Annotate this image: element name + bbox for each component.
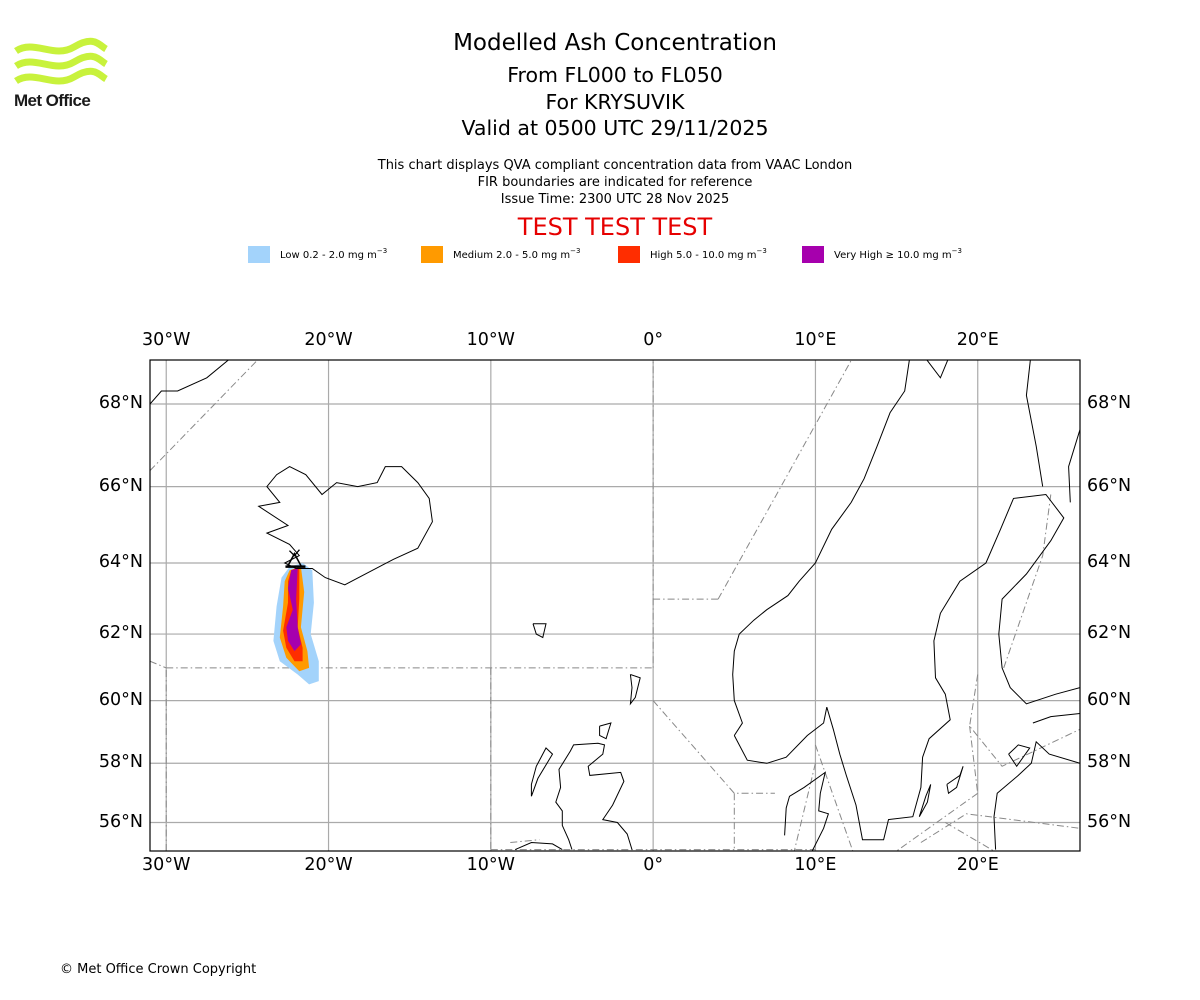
ash-contour-very-high [286, 568, 301, 652]
coastline [1008, 744, 1031, 768]
fir-boundaries [150, 360, 1080, 851]
lat-tick-label-right: 68°N [1087, 393, 1132, 413]
map-frame [149, 359, 1081, 852]
legend-swatch-high [618, 245, 640, 263]
lat-tick-label-left: 66°N [98, 475, 143, 496]
legend-unit-exponent: −3 [570, 247, 581, 255]
coastline [918, 784, 932, 817]
lon-tick-label-bottom: 10°W [466, 855, 515, 875]
coastline [926, 360, 949, 379]
volcano-marker [285, 549, 306, 568]
map-canvas [149, 359, 1081, 852]
fir-boundary-line [896, 792, 978, 851]
lat-tick-label-right: 66°N [1087, 475, 1132, 496]
met-office-logo-waves-icon [14, 37, 108, 85]
lon-tick-label-bottom: 20°E [956, 855, 999, 875]
lon-tick-label-bottom: 30°W [142, 855, 191, 875]
lat-tick-label-left: 68°N [98, 393, 143, 413]
coastline [555, 742, 633, 850]
legend-swatch-very-high [802, 245, 824, 263]
legend-label-high: High 5.0 - 10.0 mg m [650, 250, 757, 261]
fir-boundary-line [510, 839, 540, 843]
valid-time: Valid at 0500 UTC 29/11/2025 [461, 116, 769, 140]
lat-tick-label-left: 56°N [98, 811, 143, 832]
legend-label-low: Low 0.2 - 2.0 mg m [280, 250, 377, 261]
legend-unit-exponent: −3 [756, 247, 767, 255]
lat-tick-label-right: 60°N [1087, 689, 1132, 710]
legend-item-very-high: Very High ≥ 10.0 mg m−3 [802, 244, 962, 264]
fir-boundary-line [150, 360, 259, 471]
lat-tick-label-right: 62°N [1087, 623, 1132, 644]
coastline [1032, 713, 1080, 724]
coastline [629, 674, 641, 706]
lon-tick-label-top: 20°E [956, 330, 999, 350]
lon-tick-label-top: 30°W [142, 330, 191, 350]
coastline [514, 841, 563, 851]
fir-boundary-line [717, 360, 852, 600]
lon-tick-label-top: 0° [643, 330, 664, 350]
coastline [1068, 429, 1080, 503]
chart-title: Modelled Ash Concentration [453, 30, 777, 56]
volcano-plume-icon [288, 549, 300, 557]
coastline [532, 623, 547, 639]
issue-time: Issue Time: 2300 UTC 28 Nov 2025 [500, 192, 730, 207]
fir-boundary-line [814, 744, 854, 851]
lat-tick-label-right: 58°N [1087, 752, 1132, 773]
lat-tick-label-left: 58°N [98, 752, 143, 773]
fir-boundary-line [793, 763, 816, 851]
coastlines [150, 360, 1080, 851]
lon-tick-label-bottom: 20°W [304, 855, 353, 875]
coastline [732, 360, 910, 736]
note-qva: This chart displays QVA compliant concen… [377, 158, 853, 173]
coastline [150, 360, 230, 405]
legend-swatch-low [248, 245, 270, 263]
fir-boundary-line [1003, 494, 1052, 669]
flight-level-range: From FL000 to FL050 [507, 63, 723, 87]
lat-tick-label-left: 62°N [98, 623, 143, 644]
coastline [530, 747, 554, 797]
lat-tick-label-right: 64°N [1087, 551, 1132, 572]
legend-item-low: Low 0.2 - 2.0 mg m−3 [248, 244, 387, 264]
fir-boundary-line [969, 726, 979, 794]
volcano-name: For KRYSUVIK [545, 90, 685, 114]
lon-tick-label-top: 20°W [304, 330, 353, 350]
legend-label-very-high: Very High ≥ 10.0 mg m [834, 250, 952, 261]
legend-item-high: High 5.0 - 10.0 mg m−3 [618, 244, 767, 264]
lat-tick-label-left: 60°N [98, 689, 143, 710]
lon-tick-label-top: 10°E [794, 330, 837, 350]
fir-boundary-line [920, 813, 1080, 843]
fir-boundary-line [969, 674, 1080, 767]
lon-tick-label-bottom: 0° [643, 855, 664, 875]
coastline [946, 766, 964, 795]
lon-tick-label-bottom: 10°E [794, 855, 837, 875]
ash-plume [273, 563, 319, 685]
coastline [993, 740, 1080, 850]
legend-unit-exponent: −3 [951, 247, 962, 255]
coastline [257, 466, 433, 586]
fir-boundary-line [652, 700, 775, 794]
coastline [784, 771, 830, 851]
legend-item-medium: Medium 2.0 - 5.0 mg m−3 [421, 244, 580, 264]
fir-boundary-line [945, 822, 995, 851]
lat-tick-label-right: 56°N [1087, 811, 1132, 832]
fir-boundary-line [150, 660, 167, 669]
test-banner: TEST TEST TEST [517, 213, 713, 241]
logo-brand-text: Met Office [14, 91, 91, 110]
legend-unit-exponent: −3 [376, 247, 388, 255]
copyright: © Met Office Crown Copyright [60, 962, 257, 977]
legend-label-medium: Medium 2.0 - 5.0 mg m [453, 250, 571, 261]
ash-map: 30°W 30°W 20°W 20°W 10°W 10°W 0° 0° 10°E 10°E 20°E… [0, 320, 1200, 900]
coastline [733, 493, 1080, 841]
logo-waves [14, 37, 108, 85]
lon-tick-label-top: 10°W [466, 330, 515, 350]
legend-swatch-medium [421, 245, 443, 263]
lat-tick-label-left: 64°N [98, 551, 143, 572]
coastline [1025, 360, 1044, 487]
coastline [599, 722, 612, 740]
note-fir: FIR boundaries are indicated for referen… [477, 175, 753, 190]
